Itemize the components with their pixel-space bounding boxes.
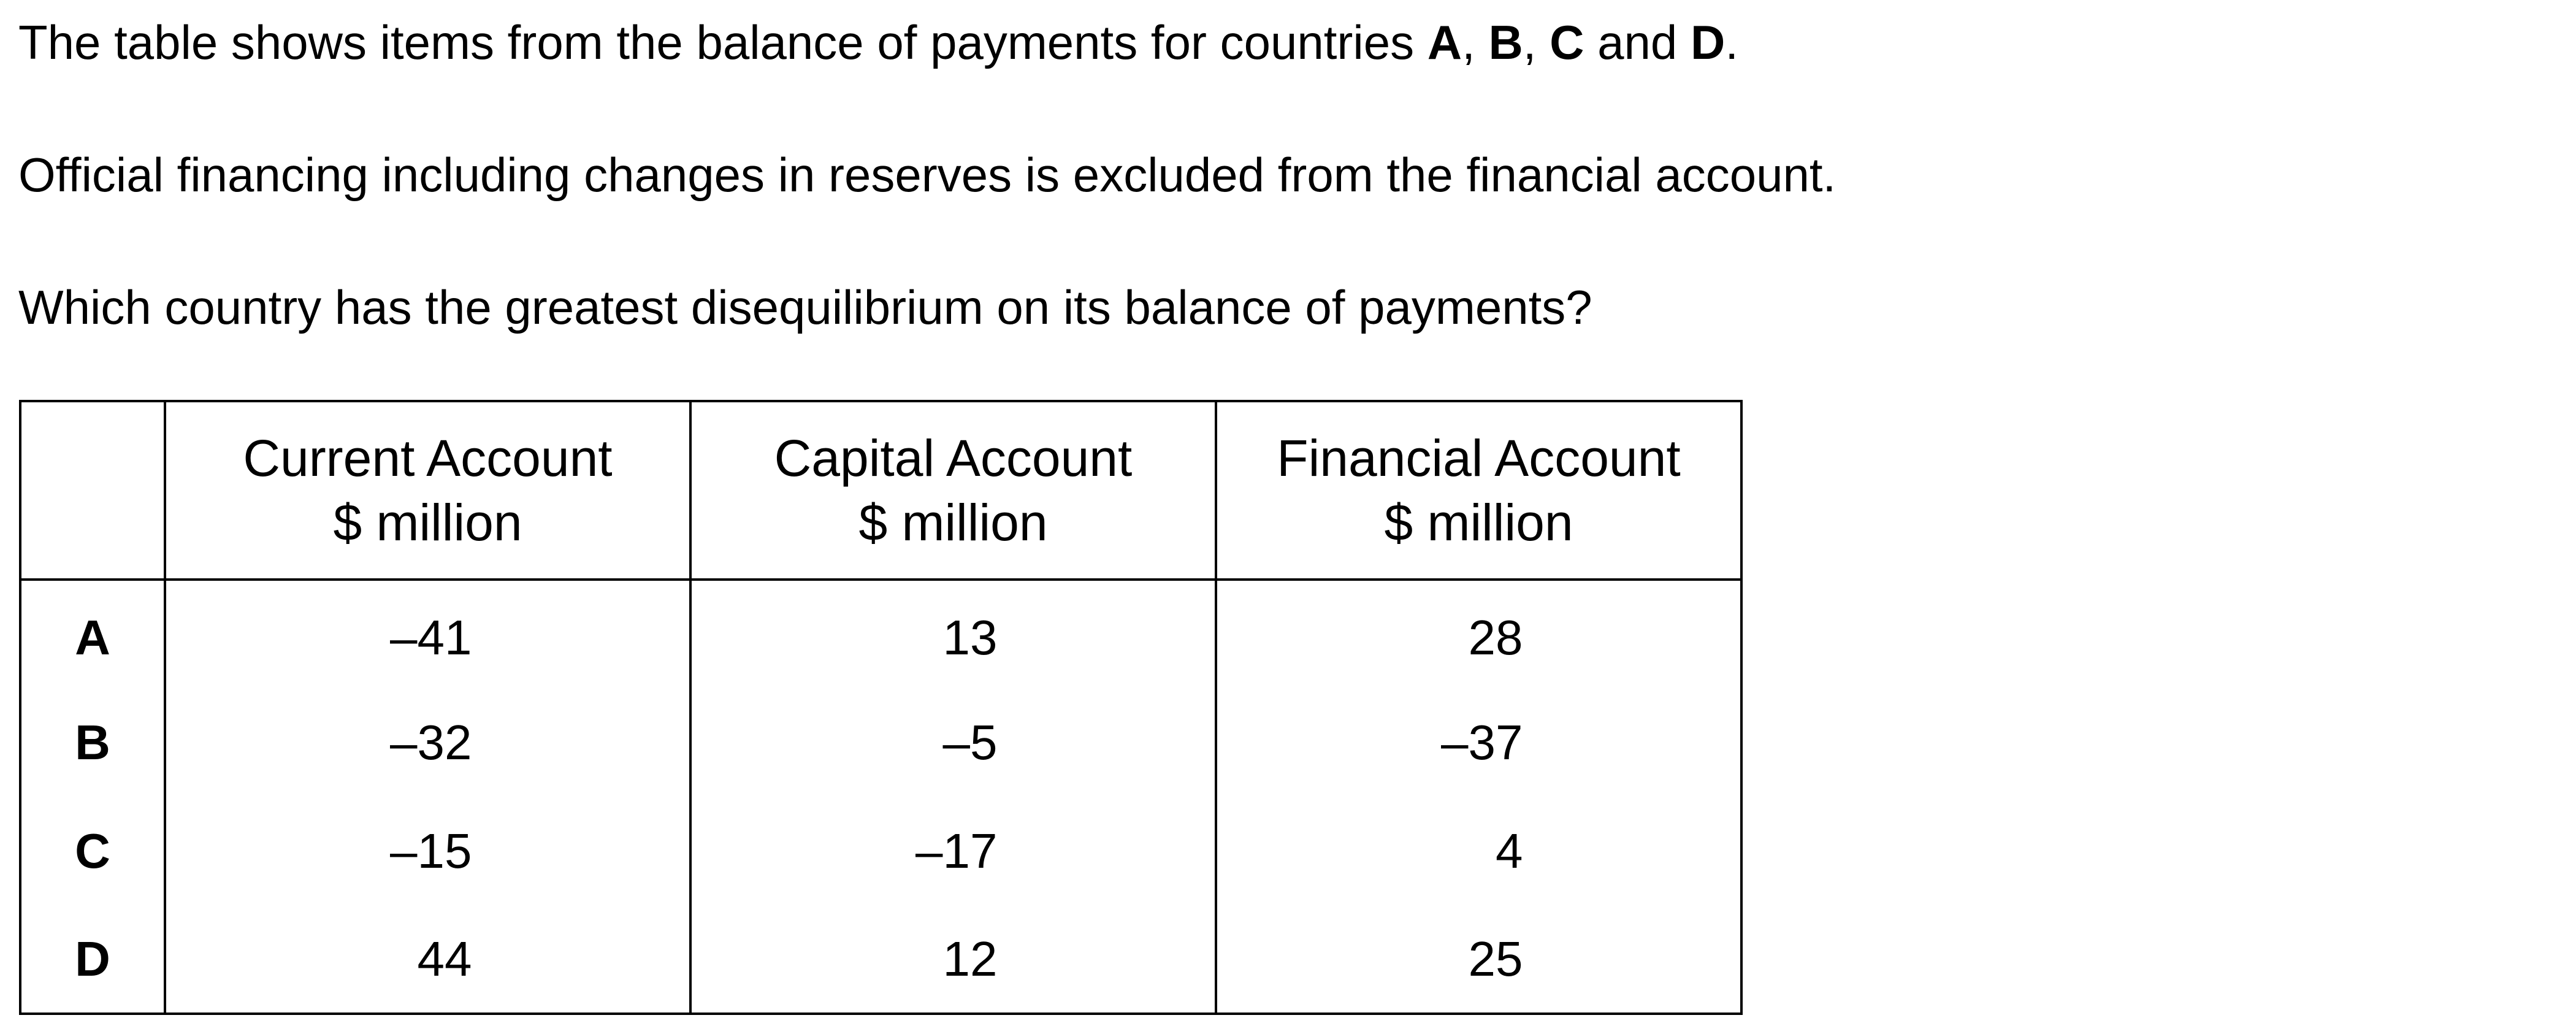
header-unit: $ million — [858, 493, 1048, 551]
financial-account-value: 28 — [1215, 580, 1743, 688]
capital-account-value: 12 — [689, 905, 1217, 1015]
country-b-ref: B — [1488, 15, 1523, 69]
table-row: C –15 –17 4 — [19, 797, 1743, 905]
row-label: C — [19, 797, 166, 905]
question-intro-text: The table shows items from the balance o… — [18, 15, 1428, 69]
separator: , — [1523, 15, 1550, 69]
country-c-ref: C — [1550, 15, 1584, 69]
header-title: Current Account — [243, 429, 613, 488]
table-row: D 44 12 25 — [19, 905, 1743, 1015]
current-account-value: –32 — [164, 688, 692, 797]
capital-account-value: –17 — [689, 797, 1217, 905]
header-financial-account: Financial Account $ million — [1215, 400, 1743, 581]
separator: , — [1462, 15, 1489, 69]
table-header-row: Current Account $ million Capital Accoun… — [19, 400, 1743, 581]
header-capital-account: Capital Account $ million — [689, 400, 1217, 581]
header-title: Capital Account — [774, 429, 1133, 488]
period: . — [1725, 15, 1738, 69]
row-label: B — [19, 688, 166, 797]
country-d-ref: D — [1690, 15, 1726, 69]
current-account-value: –15 — [164, 797, 692, 905]
table-row: A –41 13 28 — [19, 580, 1743, 688]
header-title: Financial Account — [1277, 429, 1681, 488]
capital-account-value: 13 — [689, 580, 1217, 688]
country-a-ref: A — [1427, 15, 1462, 69]
question-note: Official financing including changes in … — [18, 148, 1836, 202]
question-prompt: Which country has the greatest disequili… — [18, 280, 1592, 334]
row-label: A — [19, 580, 166, 688]
header-unit: $ million — [333, 493, 522, 551]
financial-account-value: 4 — [1215, 797, 1743, 905]
question-intro: The table shows items from the balance o… — [18, 18, 1738, 66]
financial-account-value: –37 — [1215, 688, 1743, 797]
header-unit: $ million — [1384, 493, 1573, 551]
financial-account-value: 25 — [1215, 905, 1743, 1015]
header-current-account: Current Account $ million — [164, 400, 692, 581]
balance-of-payments-table: Current Account $ million Capital Accoun… — [19, 400, 1743, 1015]
separator: and — [1584, 15, 1691, 69]
header-blank-cell — [19, 400, 166, 581]
current-account-value: –41 — [164, 580, 692, 688]
row-label: D — [19, 905, 166, 1015]
table-row: B –32 –5 –37 — [19, 688, 1743, 797]
current-account-value: 44 — [164, 905, 692, 1015]
capital-account-value: –5 — [689, 688, 1217, 797]
